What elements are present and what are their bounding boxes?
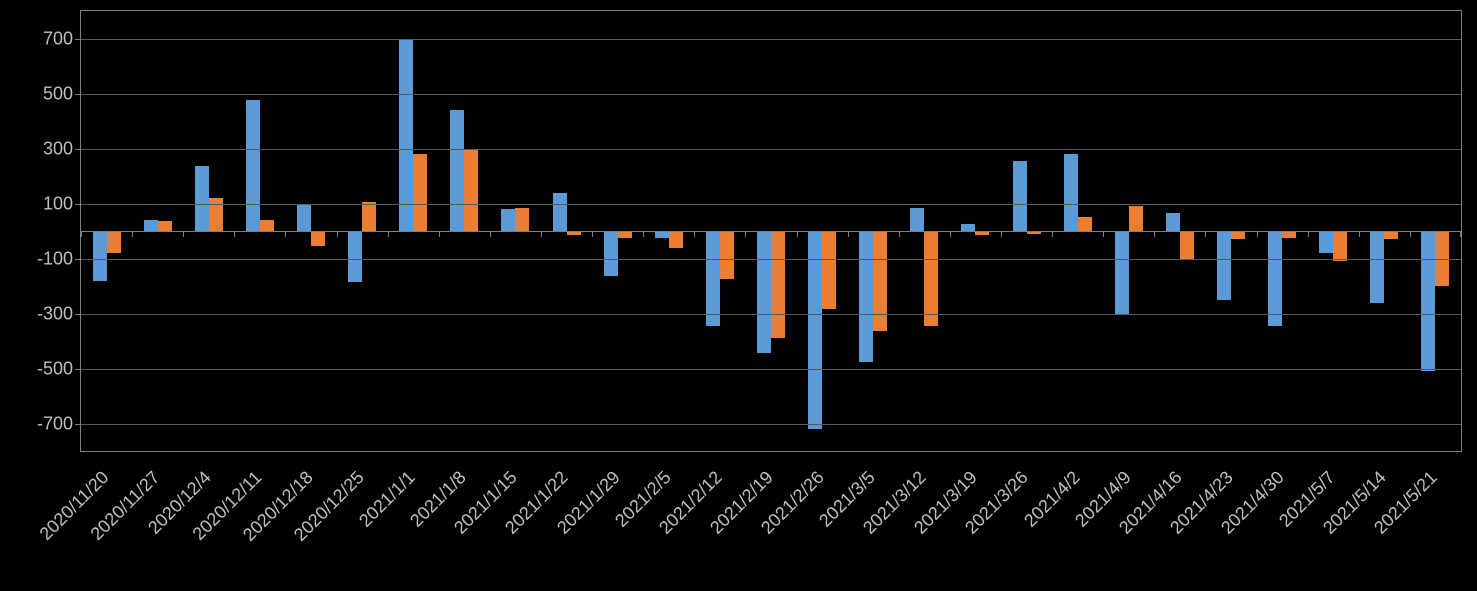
ytick-label: 300 — [43, 138, 81, 159]
bar-series-b — [464, 149, 478, 232]
bar-series-b — [873, 231, 887, 331]
xtick-mark — [899, 231, 900, 237]
bar-series-b — [618, 231, 632, 238]
x-axis-labels: 2020/11/202020/11/272020/12/42020/12/112… — [80, 458, 1460, 591]
bar-series-b — [107, 231, 121, 253]
ytick-label: -500 — [37, 358, 81, 379]
bar-series-a — [961, 224, 975, 231]
chart-container: -700-500-300-100100300500700 2020/11/202… — [0, 0, 1477, 591]
gridline — [81, 259, 1461, 260]
bar-series-a — [553, 193, 567, 232]
bar-series-b — [158, 221, 172, 231]
gridline — [81, 204, 1461, 205]
xtick-mark — [183, 231, 184, 237]
bar-series-a — [195, 166, 209, 231]
zero-axis-line — [81, 231, 1461, 232]
ytick-label: -100 — [37, 248, 81, 269]
bar-series-a — [348, 231, 362, 282]
xtick-label: 2021/1/1 — [355, 467, 419, 531]
plot-area: -700-500-300-100100300500700 — [80, 10, 1462, 452]
ytick-label: -700 — [37, 413, 81, 434]
xtick-mark — [694, 231, 695, 237]
xtick-mark — [1205, 231, 1206, 237]
ytick-label: 100 — [43, 193, 81, 214]
xtick-mark — [1410, 231, 1411, 237]
bar-series-a — [1115, 231, 1129, 315]
ytick-label: -300 — [37, 303, 81, 324]
bar-series-a — [297, 204, 311, 232]
xtick-mark — [1001, 231, 1002, 237]
xtick-mark — [388, 231, 389, 237]
bar-series-a — [859, 231, 873, 362]
bar-series-a — [910, 208, 924, 231]
xtick-mark — [745, 231, 746, 237]
bar-series-a — [144, 220, 158, 231]
xtick-mark — [1359, 231, 1360, 237]
bar-series-b — [720, 231, 734, 279]
xtick-mark — [1052, 231, 1053, 237]
xtick-mark — [337, 231, 338, 237]
bar-series-a — [655, 231, 669, 238]
bar-series-a — [757, 231, 771, 353]
bar-series-b — [771, 231, 785, 338]
xtick-mark — [439, 231, 440, 237]
xtick-mark — [132, 231, 133, 237]
xtick-mark — [797, 231, 798, 237]
bar-series-b — [1129, 206, 1143, 231]
xtick-mark — [541, 231, 542, 237]
bar-series-b — [311, 231, 325, 246]
bar-series-b — [924, 231, 938, 326]
gridline — [81, 94, 1461, 95]
xtick-mark — [1257, 231, 1258, 237]
xtick-mark — [592, 231, 593, 237]
bar-series-b — [822, 231, 836, 309]
bar-series-b — [260, 220, 274, 231]
bar-series-b — [1180, 231, 1194, 259]
gridline — [81, 314, 1461, 315]
bar-series-b — [515, 208, 529, 231]
xtick-mark — [1460, 231, 1461, 237]
bar-series-b — [362, 202, 376, 231]
bar-series-a — [93, 231, 107, 281]
bar-series-b — [1384, 231, 1398, 239]
bar-series-a — [1268, 231, 1282, 326]
bar-series-a — [808, 231, 822, 429]
xtick-mark — [1154, 231, 1155, 237]
bar-series-b — [669, 231, 683, 248]
xtick-mark — [950, 231, 951, 237]
xtick-label: 2021/4/2 — [1020, 467, 1084, 531]
bar-series-a — [1013, 161, 1027, 231]
xtick-mark — [234, 231, 235, 237]
ytick-label: 500 — [43, 83, 81, 104]
gridline — [81, 39, 1461, 40]
gridline — [81, 369, 1461, 370]
bar-series-b — [1231, 231, 1245, 239]
bar-series-a — [1217, 231, 1231, 300]
bar-series-b — [413, 154, 427, 231]
bar-series-b — [1078, 217, 1092, 231]
bar-series-b — [1333, 231, 1347, 261]
bar-series-a — [450, 110, 464, 231]
bar-series-a — [706, 231, 720, 326]
bar-series-b — [1282, 231, 1296, 238]
bar-series-a — [246, 100, 260, 231]
bar-series-a — [604, 231, 618, 276]
bar-series-a — [1319, 231, 1333, 253]
xtick-mark — [1103, 231, 1104, 237]
bar-series-a — [1421, 231, 1435, 371]
xtick-mark — [643, 231, 644, 237]
bar-series-a — [1064, 154, 1078, 231]
bar-series-a — [501, 209, 515, 231]
xtick-mark — [490, 231, 491, 237]
xtick-mark — [285, 231, 286, 237]
gridline — [81, 149, 1461, 150]
xtick-mark — [1308, 231, 1309, 237]
bar-series-a — [1166, 213, 1180, 231]
ytick-label: 700 — [43, 28, 81, 49]
xtick-mark — [848, 231, 849, 237]
bar-series-a — [399, 39, 413, 232]
bar-series-a — [1370, 231, 1384, 303]
xtick-mark — [81, 231, 82, 237]
gridline — [81, 424, 1461, 425]
